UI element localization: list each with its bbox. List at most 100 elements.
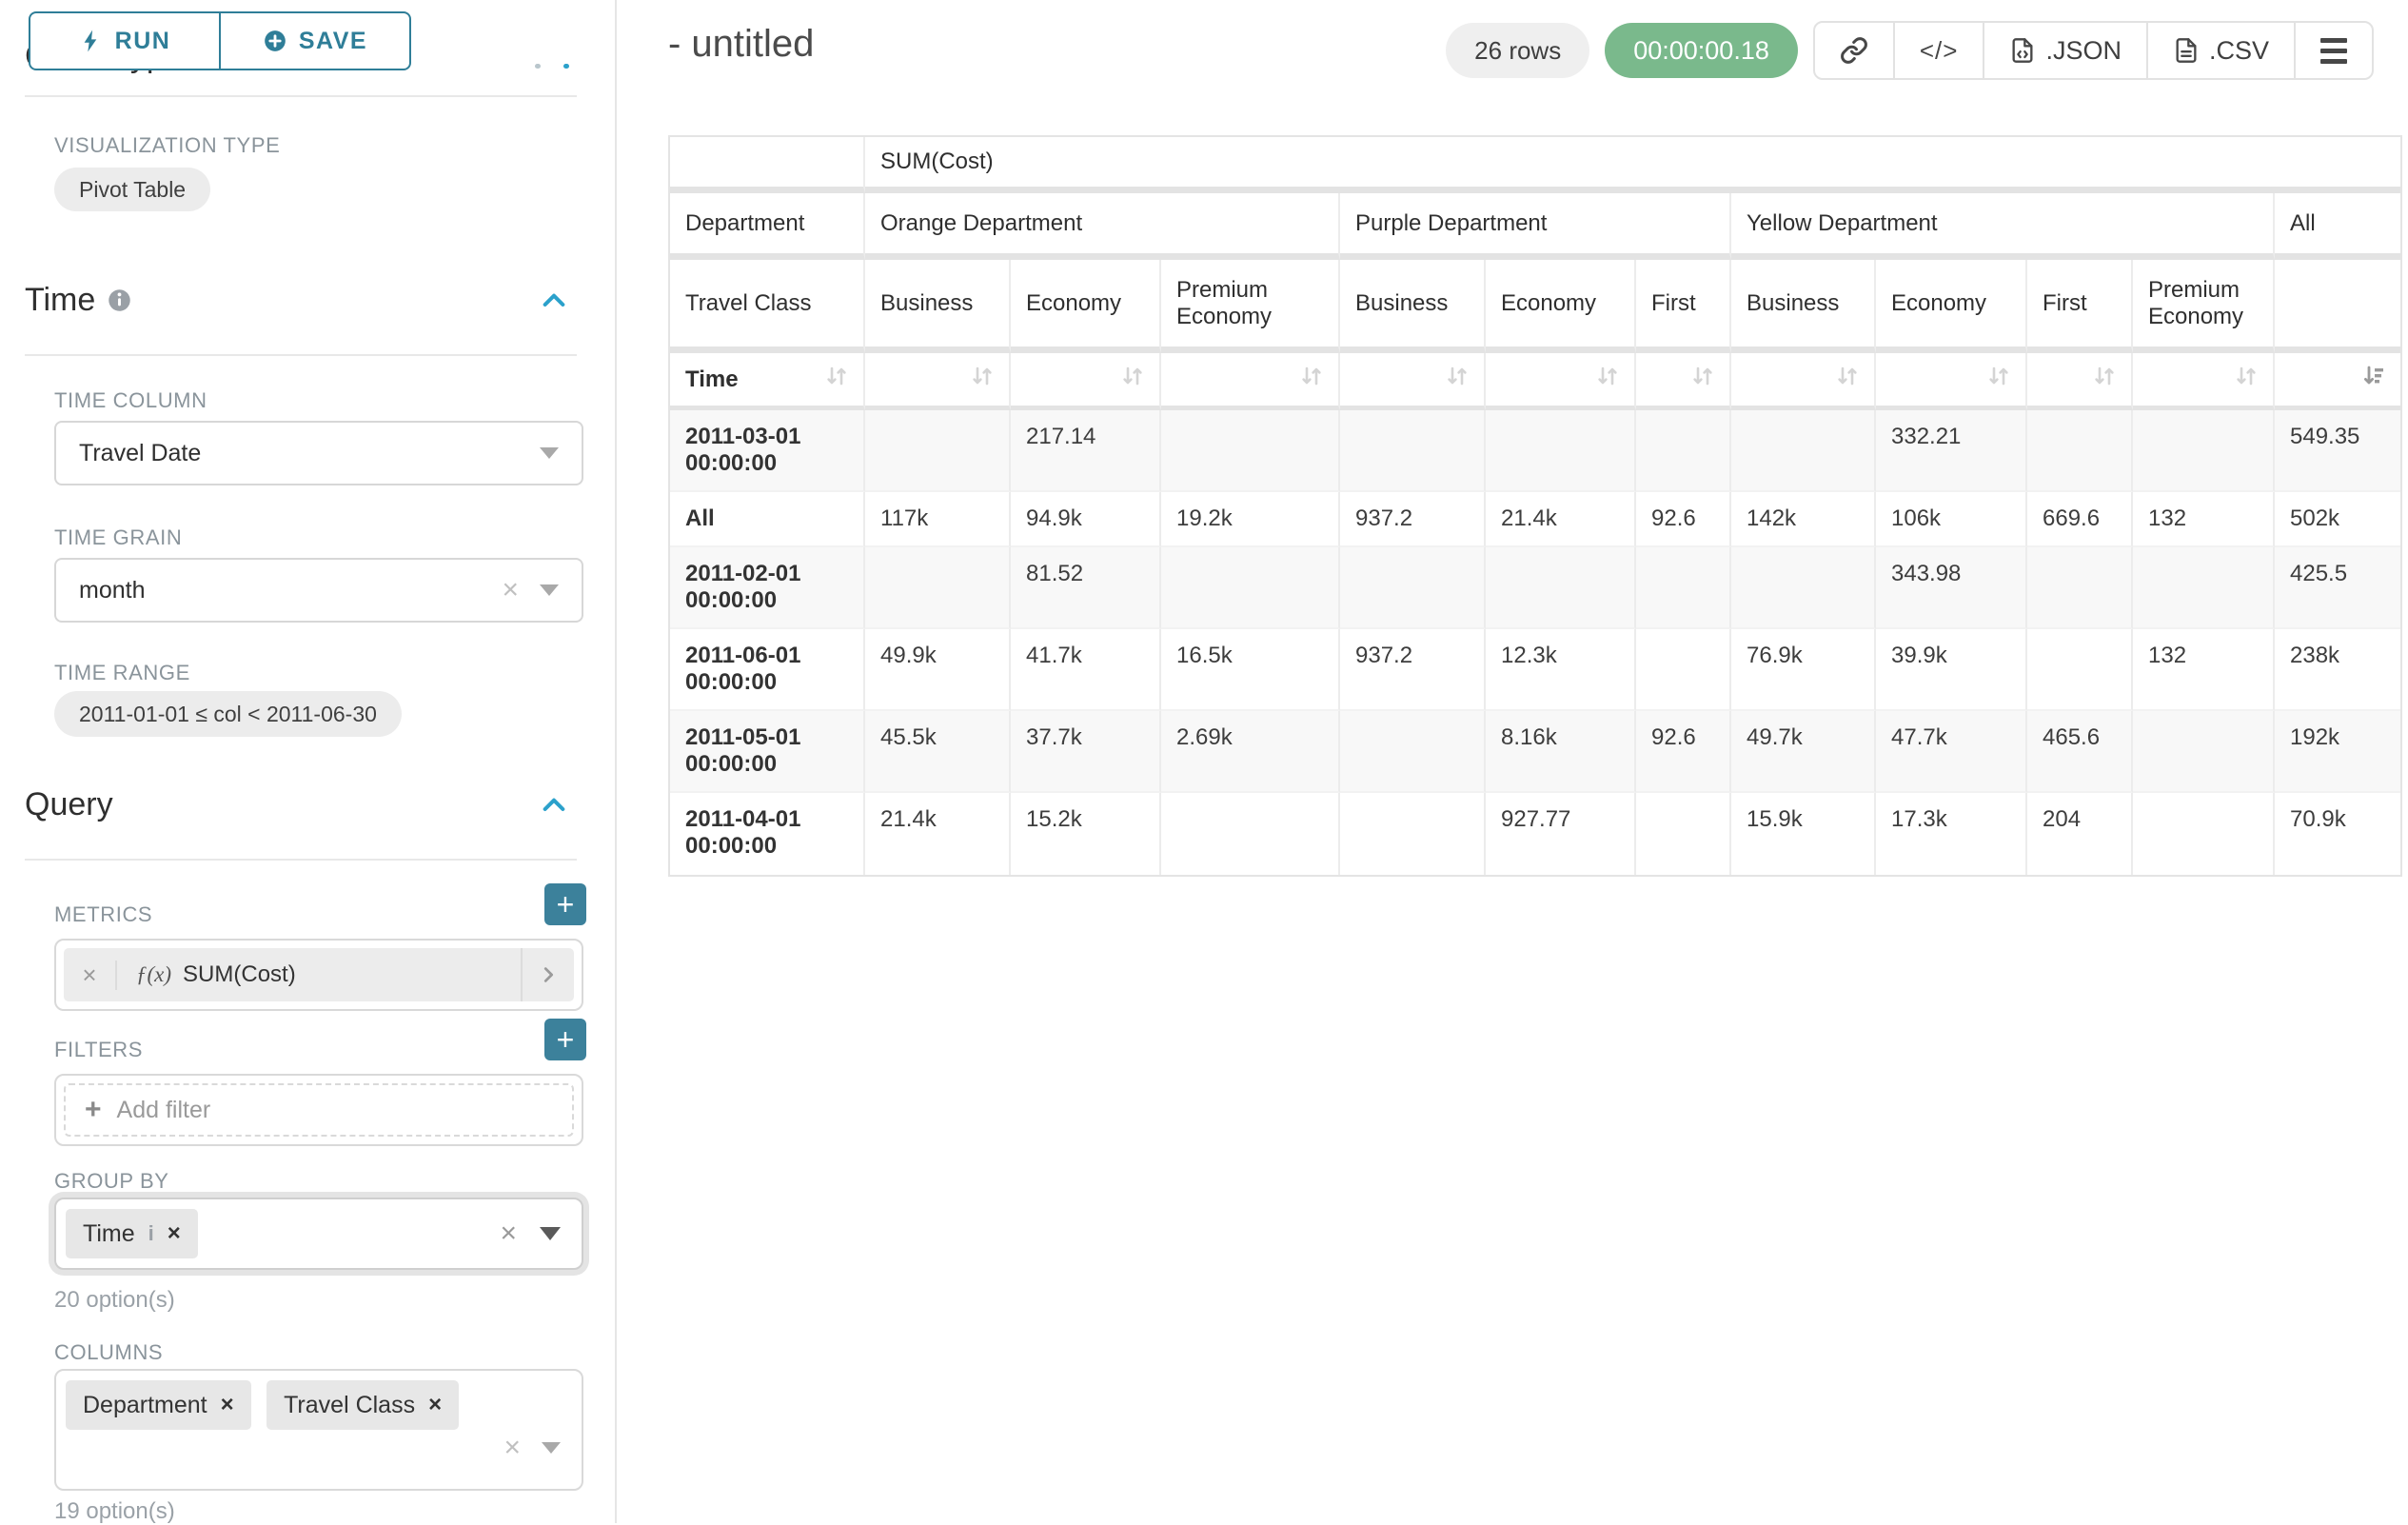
pivot-data-row: 2011-03-01 00:00:00 217.14 332.21 549.35 <box>670 410 2401 492</box>
metric-pill[interactable]: × ƒ(x) SUM(Cost) <box>64 948 574 1001</box>
pivot-value-cell <box>1486 410 1636 492</box>
control-panel: Chart Type RUN SAVE VISUALIZATION TYPE P… <box>0 0 617 1524</box>
sort-icon[interactable] <box>2093 365 2116 394</box>
pivot-sort-cell <box>2027 353 2133 410</box>
pivot-value-cell: 19.2k <box>1161 492 1340 547</box>
info-icon[interactable] <box>107 287 132 313</box>
sort-icon[interactable] <box>1691 365 1714 394</box>
pivot-row-label: 2011-06-01 00:00:00 <box>670 629 865 711</box>
time-section-header: Time <box>25 282 132 319</box>
pivot-metric-header: SUM(Cost) <box>865 137 2401 193</box>
pivot-metric-row: SUM(Cost) <box>670 137 2401 193</box>
export-csv-button[interactable]: .CSV <box>2145 23 2294 78</box>
clear-icon[interactable]: × <box>502 574 519 605</box>
run-button[interactable]: RUN <box>29 11 220 70</box>
pivot-value-cell: 49.9k <box>865 629 1011 711</box>
expand-metric-chevron[interactable] <box>521 948 574 1001</box>
sort-desc-icon[interactable] <box>2362 365 2385 394</box>
chart-title[interactable]: - untitled <box>668 23 815 65</box>
pivot-value-cell: 927.77 <box>1486 793 1636 875</box>
run-button-label: RUN <box>114 27 171 54</box>
file-icon <box>2176 38 2197 63</box>
pivot-value-cell: 21.4k <box>865 793 1011 875</box>
remove-tag-icon[interactable]: × <box>167 1220 181 1246</box>
export-json-label: .JSON <box>2045 35 2122 65</box>
columns-select[interactable]: Department × Travel Class × × <box>54 1369 583 1491</box>
pivot-subcol-row: Travel Class Business Economy Premium Econo… <box>670 260 2401 353</box>
pivot-value-cell: 16.5k <box>1161 629 1340 711</box>
add-metric-button[interactable]: + <box>544 883 586 925</box>
pivot-value-cell: 117k <box>865 492 1011 547</box>
pivot-value-cell: 92.6 <box>1636 492 1731 547</box>
pivot-value-cell: 15.2k <box>1011 793 1161 875</box>
pivot-time-header: Time <box>670 353 865 410</box>
time-range-pill[interactable]: 2011-01-01 ≤ col < 2011-06-30 <box>54 691 402 737</box>
pivot-value-cell <box>865 547 1011 629</box>
pivot-sort-cell <box>865 353 1011 410</box>
pivot-value-cell: 8.16k <box>1486 711 1636 793</box>
sort-icon[interactable] <box>1121 365 1144 394</box>
save-button[interactable]: SAVE <box>220 11 411 70</box>
columns-tag: Travel Class × <box>266 1380 460 1430</box>
pivot-value-cell: 142k <box>1731 492 1876 547</box>
pivot-value-cell: 238k <box>2275 629 2401 711</box>
sort-icon[interactable] <box>1596 365 1619 394</box>
sort-icon[interactable] <box>1987 365 2010 394</box>
viz-type-pill[interactable]: Pivot Table <box>54 168 211 211</box>
remove-metric-icon[interactable]: × <box>64 960 117 990</box>
time-column-select[interactable]: Travel Date <box>54 421 583 485</box>
save-button-label: SAVE <box>298 27 368 54</box>
sort-icon[interactable] <box>1300 365 1323 394</box>
pivot-data-row: 2011-02-01 00:00:00 81.52 343.98 425.5 <box>670 547 2401 629</box>
pivot-value-cell: 132 <box>2133 629 2275 711</box>
add-filter-button[interactable]: + Add filter <box>64 1083 574 1137</box>
sort-icon[interactable] <box>971 365 994 394</box>
add-filter-plus-button[interactable]: + <box>544 1019 586 1060</box>
export-json-button[interactable]: .JSON <box>1983 23 2146 78</box>
pivot-value-cell: 47.7k <box>1876 711 2027 793</box>
pivot-sort-cell <box>1731 353 1876 410</box>
section-divider <box>25 95 577 97</box>
pivot-value-cell <box>1161 410 1340 492</box>
pivot-sort-cell <box>1636 353 1731 410</box>
remove-tag-icon[interactable]: × <box>220 1392 234 1417</box>
time-grain-select[interactable]: month × <box>54 558 583 623</box>
clear-icon[interactable]: × <box>500 1218 517 1249</box>
pivot-subcol-header: Economy <box>1486 260 1636 353</box>
embed-code-button[interactable]: </> <box>1892 23 1984 78</box>
metric-main: ƒ(x) SUM(Cost) <box>117 961 521 988</box>
pivot-row-label: 2011-02-01 00:00:00 <box>670 547 865 629</box>
section-divider <box>25 859 577 861</box>
chart-type-collapse-chevron[interactable] <box>533 63 581 70</box>
sort-icon[interactable] <box>1446 365 1469 394</box>
chevron-fragment <box>563 64 569 69</box>
pivot-sort-row: Time <box>670 353 2401 410</box>
header-badges: 26 rows 00:00:00.18 </> .JSON <box>1446 21 2374 80</box>
pivot-value-cell: 106k <box>1876 492 2027 547</box>
menu-button[interactable] <box>2294 23 2372 78</box>
pivot-subcol-header: Premium Economy <box>1161 260 1340 353</box>
columns-tag: Department × <box>66 1380 251 1430</box>
info-icon[interactable]: i <box>148 1221 154 1245</box>
share-link-button[interactable] <box>1815 23 1893 78</box>
sort-icon[interactable] <box>1836 365 1859 394</box>
pivot-value-cell: 425.5 <box>2275 547 2401 629</box>
sort-icon[interactable] <box>825 365 848 394</box>
pivot-value-cell <box>1636 793 1731 875</box>
plus-circle-icon <box>265 30 286 51</box>
collapse-chevron-icon[interactable] <box>539 790 569 821</box>
pivot-subcol-header: Economy <box>1876 260 2027 353</box>
collapse-chevron-icon[interactable] <box>539 286 569 316</box>
columns-label: COLUMNS <box>54 1340 164 1364</box>
pivot-dim-label: Department <box>670 193 865 260</box>
pivot-dim-label: Travel Class <box>670 260 865 353</box>
group-by-select[interactable]: Time i × × <box>54 1198 583 1270</box>
sort-icon[interactable] <box>2235 365 2258 394</box>
clear-icon[interactable]: × <box>503 1432 521 1463</box>
pivot-sort-cell <box>2133 353 2275 410</box>
pivot-value-cell <box>2133 410 2275 492</box>
pivot-value-cell: 39.9k <box>1876 629 2027 711</box>
pivot-value-cell: 669.6 <box>2027 492 2133 547</box>
remove-tag-icon[interactable]: × <box>428 1392 443 1417</box>
pivot-subcol-header: Premium Economy <box>2133 260 2275 353</box>
